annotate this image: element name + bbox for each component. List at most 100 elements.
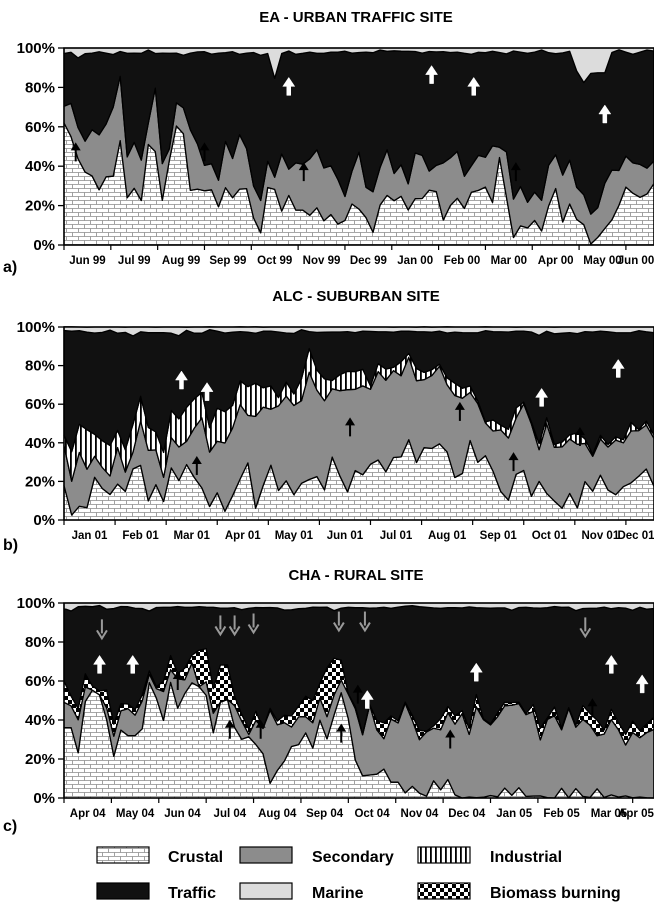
x-tick-label: Oct 04 bbox=[354, 808, 390, 820]
event-arrow-up bbox=[298, 162, 309, 182]
event-arrow-up bbox=[425, 65, 439, 84]
y-tick-label: 40% bbox=[25, 435, 55, 452]
x-tick-label: Feb 05 bbox=[543, 808, 580, 820]
event-arrow-down bbox=[214, 615, 227, 637]
legend-item-marine: Marine bbox=[239, 882, 364, 902]
event-arrow-up bbox=[191, 455, 202, 475]
x-tick-label: Dec 01 bbox=[617, 530, 654, 542]
x-tick-label: Sep 04 bbox=[306, 808, 344, 820]
legend-swatch-industrial bbox=[417, 846, 471, 864]
event-arrow-up bbox=[126, 654, 140, 674]
x-tick-label: Jul 04 bbox=[214, 808, 247, 820]
panel-a-plot: 0% 20% 40% 60% 80% 100% Jun 99 Jul 99 Aug 99 Sep … bbox=[17, 40, 654, 267]
y-tick-label: 0% bbox=[33, 790, 55, 807]
event-arrow-up bbox=[255, 719, 266, 739]
x-tick-label: Jul 01 bbox=[380, 530, 413, 542]
legend-label-crustal: Crustal bbox=[168, 849, 223, 866]
x-tick-label: Jun 01 bbox=[327, 530, 364, 542]
legend-swatch-biomass-burning bbox=[417, 882, 471, 900]
x-tick-label: Dec 04 bbox=[448, 808, 486, 820]
legend-item-industrial: Industrial bbox=[417, 846, 562, 866]
panel-b-plot: 0% 20% 40% 60% 80% 100% Jan 01 Feb 01 Mar 01 Apr … bbox=[17, 319, 654, 542]
event-arrow-up bbox=[454, 401, 465, 421]
y-tick-label: 100% bbox=[17, 319, 55, 336]
event-arrow-up bbox=[598, 104, 612, 124]
event-arrow-up bbox=[70, 142, 81, 162]
event-arrow-up bbox=[574, 427, 585, 447]
y-tick-label: 80% bbox=[25, 358, 55, 375]
x-tick-label: Oct 01 bbox=[532, 530, 568, 542]
x-tick-label: Apr 05 bbox=[618, 808, 654, 820]
legend-item-biomass-burning: Biomass burning bbox=[417, 882, 621, 902]
legend-label-traffic: Traffic bbox=[168, 885, 216, 902]
event-arrow-up bbox=[604, 654, 618, 674]
x-tick-label: Jan 01 bbox=[72, 530, 108, 542]
legend-swatch-crustal bbox=[96, 846, 150, 864]
event-arrow-up bbox=[469, 662, 483, 682]
x-tick-label: May 00 bbox=[583, 255, 621, 267]
event-arrow-up bbox=[508, 452, 519, 472]
event-arrow-up bbox=[172, 671, 183, 690]
x-tick-label: Nov 99 bbox=[303, 255, 341, 267]
x-tick-label: Aug 04 bbox=[258, 808, 297, 820]
event-arrow-up bbox=[360, 690, 374, 709]
x-tick-label: Oct 99 bbox=[257, 255, 292, 267]
panel-b-title: ALC - SUBURBAN SITE bbox=[272, 288, 440, 305]
event-arrow-up bbox=[200, 382, 214, 401]
legend-label-marine: Marine bbox=[312, 885, 364, 902]
event-arrow-up bbox=[635, 674, 649, 694]
event-arrow-up bbox=[510, 162, 521, 182]
legend-swatch-secondary bbox=[239, 846, 293, 864]
legend-swatch-marine bbox=[239, 882, 293, 900]
panel-a-title: EA - URBAN TRAFFIC SITE bbox=[259, 9, 453, 26]
panel-c-plot: 0% 20% 40% 60% 80% 100% Apr 04 May 04 Jun 04 Jul … bbox=[17, 595, 654, 820]
legend-swatch-traffic bbox=[96, 882, 150, 900]
plot-frame bbox=[63, 47, 654, 246]
x-tick-label: Apr 01 bbox=[225, 530, 261, 542]
y-tick-label: 40% bbox=[25, 158, 55, 175]
y-tick-label: 40% bbox=[25, 712, 55, 729]
y-tick-label: 0% bbox=[33, 512, 55, 529]
event-arrow-up bbox=[535, 387, 549, 407]
y-tick-label: 20% bbox=[25, 473, 55, 490]
x-tick-label: Dec 99 bbox=[350, 255, 387, 267]
x-tick-label: Sep 99 bbox=[209, 255, 246, 267]
event-arrow-up bbox=[199, 142, 210, 162]
event-arrow-up bbox=[352, 684, 363, 704]
y-tick-label: 60% bbox=[25, 673, 55, 690]
x-tick-label: Aug 99 bbox=[162, 255, 200, 267]
panel-c-title: CHA - RURAL SITE bbox=[289, 567, 424, 584]
legend-label-biomass-burning: Biomass burning bbox=[490, 885, 621, 902]
legend-item-traffic: Traffic bbox=[96, 882, 216, 902]
event-arrow-up bbox=[93, 654, 107, 674]
x-tick-label: Nov 01 bbox=[582, 530, 620, 542]
event-arrow-up bbox=[224, 719, 235, 739]
y-tick-label: 80% bbox=[25, 79, 55, 96]
event-arrow-up bbox=[611, 359, 625, 378]
event-arrow-up bbox=[467, 76, 481, 96]
y-tick-label: 60% bbox=[25, 119, 55, 136]
event-arrow-up bbox=[175, 370, 188, 390]
x-tick-label: Jun 99 bbox=[69, 255, 105, 267]
x-tick-label: Mar 05 bbox=[591, 808, 628, 820]
legend: Crustal Secondary Industrial Traffic Mar… bbox=[96, 846, 621, 902]
event-arrow-up bbox=[336, 723, 347, 743]
event-arrow-down bbox=[333, 611, 345, 633]
event-arrow-up bbox=[345, 417, 356, 437]
x-tick-label: Jan 05 bbox=[496, 808, 532, 820]
y-tick-label: 100% bbox=[17, 40, 55, 57]
event-arrow-up bbox=[587, 698, 598, 718]
legend-label-secondary: Secondary bbox=[312, 849, 394, 866]
x-tick-label: Feb 00 bbox=[444, 255, 480, 267]
event-arrow-down bbox=[359, 611, 371, 633]
y-tick-label: 0% bbox=[33, 237, 55, 254]
panel-b-label: b) bbox=[3, 537, 18, 554]
legend-item-crustal: Crustal bbox=[96, 846, 223, 866]
y-tick-label: 20% bbox=[25, 751, 55, 768]
legend-label-industrial: Industrial bbox=[490, 849, 562, 866]
y-tick-label: 60% bbox=[25, 396, 55, 413]
x-tick-label: Jun 04 bbox=[164, 808, 201, 820]
panel-a-label: a) bbox=[3, 259, 17, 276]
x-tick-label: Sep 01 bbox=[480, 530, 518, 542]
